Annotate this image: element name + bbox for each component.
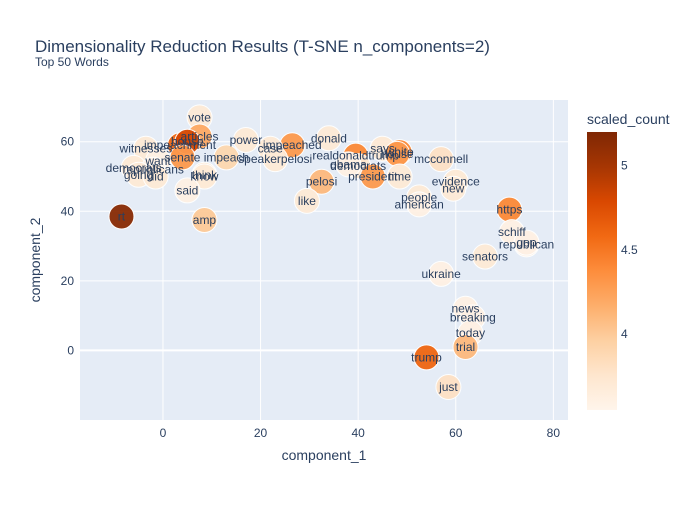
point-label: going — [124, 168, 153, 182]
data-point — [191, 163, 218, 190]
y-axis-label: component_2 — [27, 217, 43, 302]
point-label: did — [148, 170, 164, 184]
data-point — [413, 344, 440, 371]
point-label: republicans — [123, 163, 184, 177]
point-label: power — [230, 133, 263, 147]
point-label: time — [388, 170, 411, 184]
data-point — [452, 333, 479, 360]
y-tick-label: 60 — [61, 135, 75, 149]
point-label: donald — [311, 131, 347, 145]
point-label: think — [192, 168, 218, 182]
data-point — [406, 191, 433, 218]
data-point — [191, 207, 218, 233]
data-point — [386, 163, 413, 190]
point-label: amp — [193, 213, 217, 227]
point-label: evidence — [432, 175, 480, 189]
point-label: articles — [181, 130, 219, 144]
colorbar-tick-label: 4 — [621, 327, 628, 341]
point-labels: rtvotearticlesimpeachmenthousewitnessess… — [106, 110, 555, 394]
point-label: democrats — [106, 161, 162, 175]
data-point — [472, 243, 499, 270]
point-label: schiff — [498, 225, 526, 239]
colorbar-tick-label: 4.5 — [621, 243, 638, 257]
point-label: https — [496, 203, 522, 217]
point-label: president — [348, 170, 398, 184]
data-point — [262, 146, 289, 173]
point-label: vote — [188, 110, 211, 124]
data-point — [142, 163, 169, 190]
point-label: today — [456, 326, 485, 340]
point-label: pelosi — [306, 175, 337, 189]
point-label: ukraine — [421, 267, 461, 281]
x-axis-label: component_1 — [282, 447, 367, 463]
colorbar-tick-label: 5 — [621, 159, 628, 173]
point-label: senators — [462, 250, 508, 264]
point-label: news — [452, 302, 480, 316]
data-point — [359, 163, 386, 190]
y-tick-label: 40 — [61, 204, 75, 218]
x-tick-label: 60 — [449, 426, 463, 440]
data-point — [513, 229, 540, 256]
x-tick-label: 40 — [351, 426, 365, 440]
x-axis-ticks: 0 20 40 60 80 — [160, 426, 561, 440]
point-label: new — [442, 182, 464, 196]
data-point — [315, 125, 342, 152]
data-point — [213, 144, 240, 171]
point-label: says — [370, 142, 395, 156]
point-label: people — [401, 190, 437, 204]
point-label: want — [144, 154, 171, 168]
y-tick-label: 0 — [67, 343, 74, 357]
data-points — [108, 104, 540, 400]
point-label: senate — [164, 150, 200, 164]
point-label: white — [385, 145, 414, 159]
x-tick-label: 80 — [547, 426, 561, 440]
data-point — [232, 127, 259, 153]
data-point — [428, 146, 455, 173]
x-tick-label: 20 — [254, 426, 268, 440]
point-label: realdonaldtrump — [312, 149, 399, 163]
y-tick-label: 20 — [61, 274, 75, 288]
point-label: impeached — [263, 138, 322, 152]
point-label: trump — [411, 350, 442, 364]
point-label: house — [171, 135, 204, 149]
x-tick-label: 0 — [160, 426, 167, 440]
data-point — [293, 187, 320, 214]
point-label: said — [176, 183, 198, 197]
data-point — [435, 373, 462, 400]
point-label: case — [258, 142, 284, 156]
point-label: republican — [499, 237, 554, 251]
point-label: know — [190, 170, 218, 184]
point-label: impeach — [204, 150, 249, 164]
y-axis-ticks: 0 20 40 60 — [61, 135, 75, 358]
point-label: impeachment — [144, 138, 217, 152]
point-label: speakerpelosi — [238, 152, 312, 166]
data-point — [440, 175, 467, 202]
point-label: breaking — [450, 310, 496, 324]
data-point — [308, 168, 335, 195]
chart-subtitle: Top 50 Words — [35, 55, 109, 69]
colorbar-ticks: 44.55 — [621, 159, 638, 341]
chart-title: Dimensionality Reduction Results (T-SNE … — [35, 37, 490, 56]
point-label: witnesses — [119, 142, 173, 156]
point-label: obama — [330, 157, 367, 171]
point-label: mcconnell — [414, 152, 468, 166]
point-label: like — [298, 194, 316, 208]
colorbar-title: scaled_count — [587, 111, 670, 127]
data-point — [174, 177, 201, 204]
point-label: just — [438, 380, 458, 394]
data-point — [108, 203, 135, 230]
data-point — [335, 151, 362, 178]
point-label: house — [381, 147, 414, 161]
point-label: democrats — [330, 159, 386, 173]
colorbar — [587, 132, 617, 410]
point-label: trial — [456, 340, 475, 354]
point-label: gop — [517, 236, 537, 250]
point-label: rt — [118, 210, 126, 224]
data-point — [428, 260, 455, 287]
point-label: american — [394, 197, 443, 211]
